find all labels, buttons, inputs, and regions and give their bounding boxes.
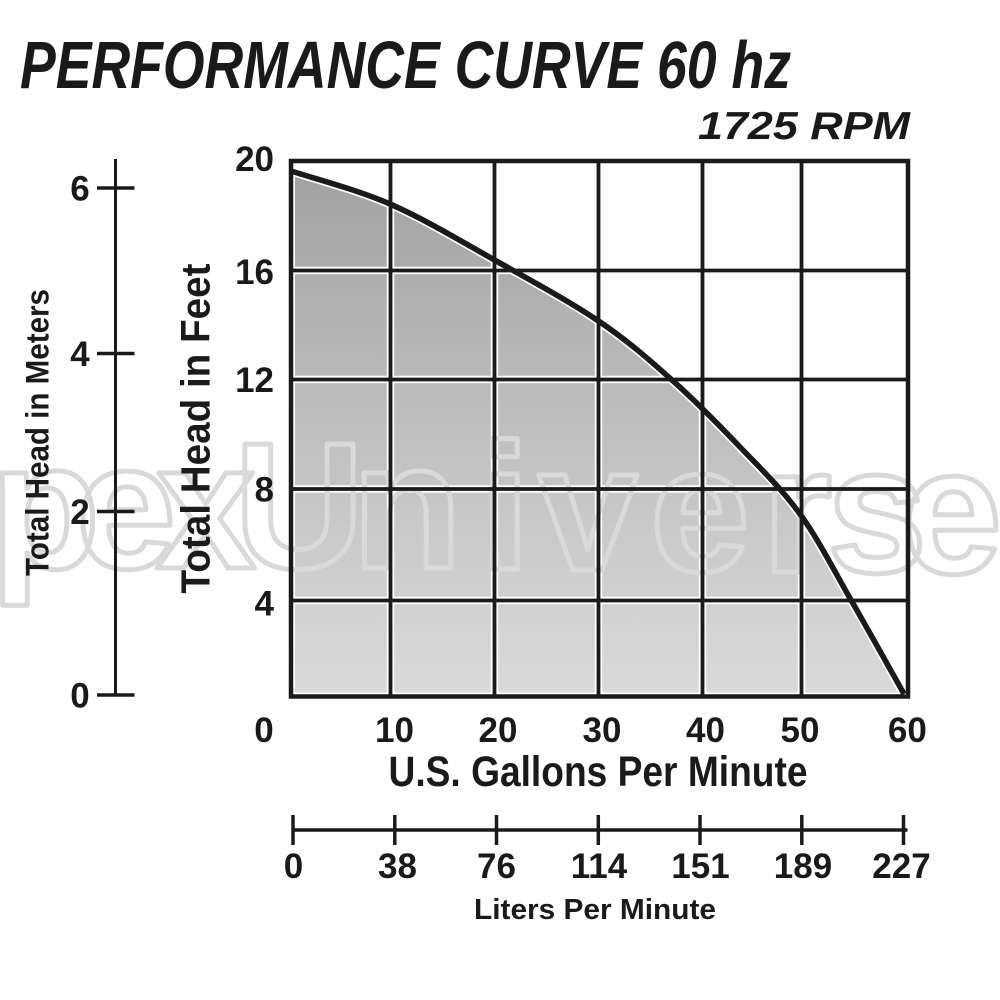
svg-text:n: n bbox=[352, 406, 462, 607]
svg-text:189: 189 bbox=[774, 847, 832, 886]
svg-text:4: 4 bbox=[70, 335, 90, 374]
svg-text:U: U bbox=[234, 406, 364, 607]
svg-text:227: 227 bbox=[872, 847, 930, 886]
svg-text:Total Head in Meters: Total Head in Meters bbox=[20, 289, 56, 576]
svg-text:30: 30 bbox=[583, 711, 622, 750]
svg-text:20: 20 bbox=[479, 711, 518, 750]
svg-text:76: 76 bbox=[477, 847, 516, 886]
svg-text:v: v bbox=[538, 408, 638, 609]
svg-text:Total Head in Feet: Total Head in Feet bbox=[173, 263, 219, 593]
svg-text:PERFORMANCE CURVE 60 hz: PERFORMANCE CURVE 60 hz bbox=[20, 28, 791, 103]
svg-text:2: 2 bbox=[70, 493, 89, 532]
svg-text:20: 20 bbox=[235, 140, 274, 179]
svg-text:38: 38 bbox=[378, 847, 417, 886]
svg-text:50: 50 bbox=[781, 711, 820, 750]
svg-text:16: 16 bbox=[235, 253, 274, 292]
svg-text:1725 RPM: 1725 RPM bbox=[698, 105, 912, 148]
svg-text:60: 60 bbox=[888, 711, 927, 750]
svg-text:4: 4 bbox=[255, 585, 275, 624]
svg-text:0: 0 bbox=[254, 711, 273, 750]
svg-text:e: e bbox=[902, 411, 1000, 612]
svg-text:151: 151 bbox=[671, 847, 729, 886]
svg-text:6: 6 bbox=[70, 170, 89, 209]
svg-text:0: 0 bbox=[284, 847, 303, 886]
svg-text:12: 12 bbox=[235, 361, 274, 400]
svg-text:i: i bbox=[480, 407, 530, 608]
svg-text:U.S. Gallons Per Minute: U.S. Gallons Per Minute bbox=[389, 748, 808, 796]
svg-text:p: p bbox=[0, 406, 100, 607]
svg-text:0: 0 bbox=[70, 677, 89, 716]
svg-text:40: 40 bbox=[686, 711, 725, 750]
svg-text:10: 10 bbox=[375, 711, 414, 750]
svg-text:Liters Per Minute: Liters Per Minute bbox=[474, 894, 716, 926]
svg-text:114: 114 bbox=[571, 847, 628, 886]
svg-text:e: e bbox=[76, 406, 176, 607]
svg-text:8: 8 bbox=[255, 471, 274, 510]
svg-text:x: x bbox=[156, 406, 256, 607]
